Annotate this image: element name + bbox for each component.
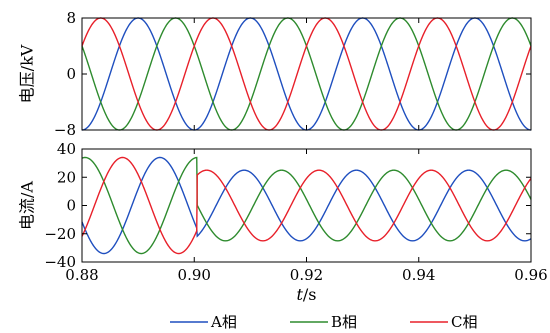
voltage-ytick-label: 0 bbox=[66, 65, 76, 83]
current-ytick-label: 40 bbox=[57, 140, 76, 158]
current-ytick-label: 0 bbox=[66, 197, 76, 215]
current-plot: 40 20 0 −20 −400.88 0.90 0.92 0.94 0.96 电流/A t/s bbox=[18, 140, 548, 304]
voltage-series-line-a bbox=[81, 17, 532, 131]
xtick-label: 0.92 bbox=[290, 266, 323, 284]
legend-label-c: C相 bbox=[451, 313, 477, 331]
legend-label-a: A相 bbox=[210, 313, 237, 331]
current-ytick-label: 20 bbox=[57, 168, 76, 186]
xlabel: t/s bbox=[296, 285, 316, 304]
xtick-label: 0.88 bbox=[65, 266, 98, 284]
current-ylabel: 电流/A bbox=[18, 181, 37, 230]
voltage-plot-frame bbox=[81, 17, 532, 131]
voltage-series-line-c bbox=[81, 17, 532, 131]
xtick-label: 0.94 bbox=[402, 266, 435, 284]
current-series-line-a bbox=[81, 156, 532, 255]
voltage-plot: 8 0 −8 电压/kV bbox=[18, 9, 532, 139]
xtick-label: 0.96 bbox=[514, 266, 547, 284]
voltage-ytick-label: 8 bbox=[66, 9, 76, 27]
legend: A相 B相 C相 bbox=[170, 313, 477, 331]
current-ytick-label: −20 bbox=[44, 225, 76, 243]
legend-label-b: B相 bbox=[331, 313, 357, 331]
current-series-line-b bbox=[81, 156, 532, 255]
xlabel-unit: /s bbox=[303, 285, 317, 304]
current-series-line-c bbox=[81, 156, 532, 255]
current-ytick-label: −40 bbox=[44, 253, 76, 271]
xtick-label: 0.90 bbox=[178, 266, 211, 284]
voltage-ylabel: 电压/kV bbox=[18, 44, 37, 103]
voltage-series-line-b bbox=[81, 17, 532, 131]
voltage-ytick-label: −8 bbox=[54, 121, 76, 139]
xlabel-variable: t bbox=[296, 285, 303, 304]
